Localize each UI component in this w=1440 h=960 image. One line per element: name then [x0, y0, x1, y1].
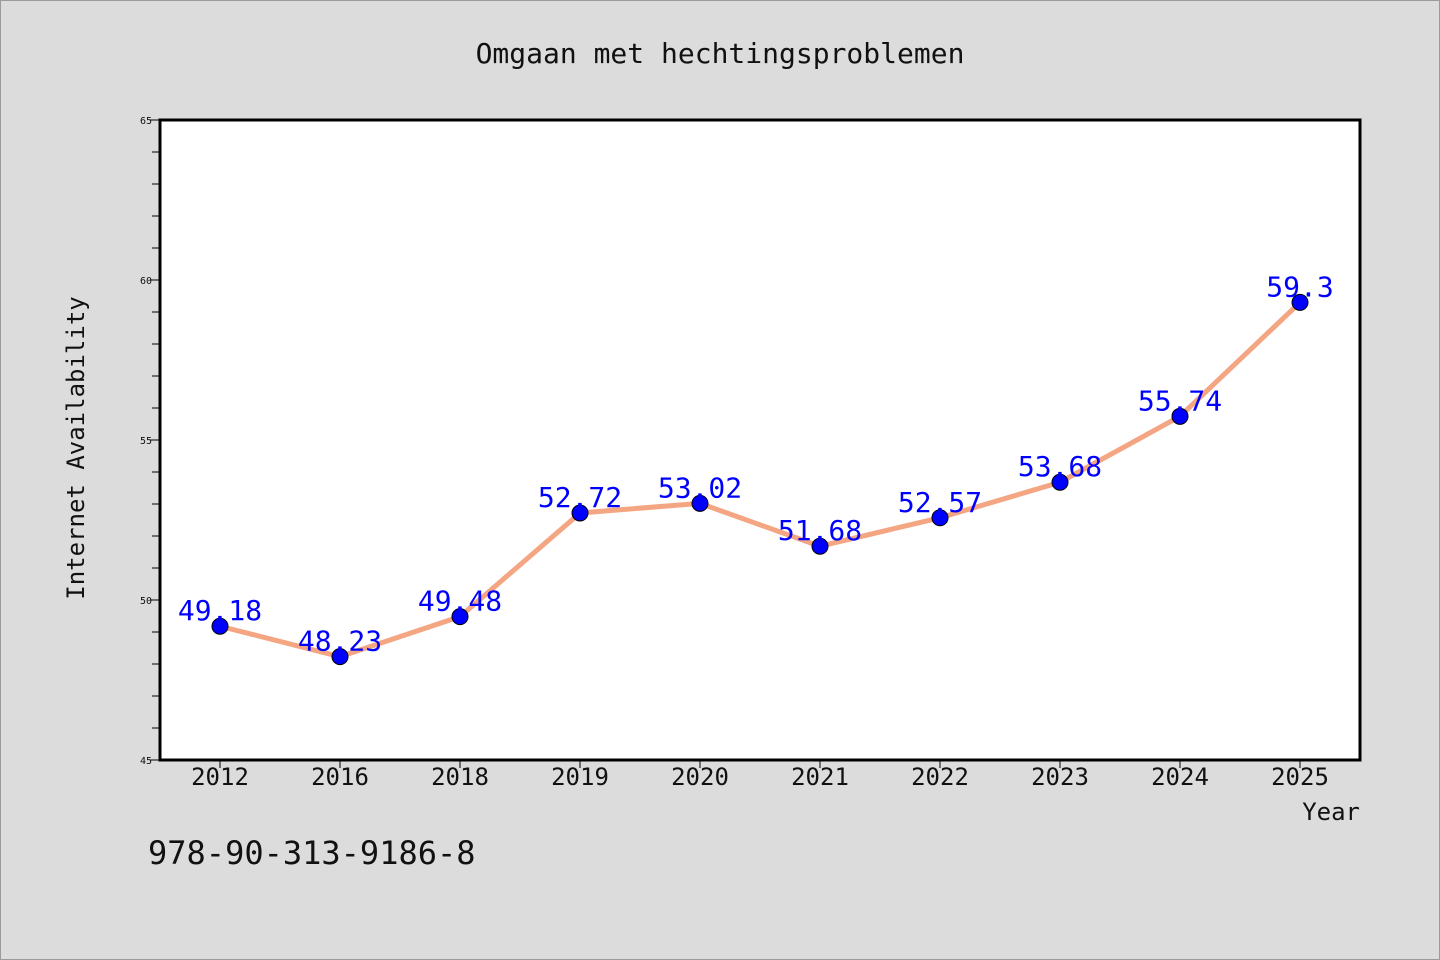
x-tick-label: 2023	[1031, 763, 1089, 791]
data-point	[1051, 473, 1069, 491]
x-axis: 2012 2016 2018 2019 2020 2021 2022 2023 2024 2025	[191, 760, 1329, 791]
data-point	[931, 509, 949, 527]
plot-area	[158, 118, 1362, 762]
data-label: 53.02	[658, 471, 742, 504]
data-point	[331, 648, 349, 666]
data-point	[211, 617, 229, 635]
data-point	[571, 504, 589, 522]
x-tick-label: 2019	[551, 763, 609, 791]
data-label: 48.23	[298, 625, 382, 658]
y-axis: 45 50 55 60 65	[140, 116, 160, 767]
y-tick-label: 45	[140, 756, 152, 767]
x-tick-label: 2018	[431, 763, 489, 791]
x-tick-label: 2021	[791, 763, 849, 791]
x-tick-label: 2025	[1271, 763, 1329, 791]
data-point	[1171, 407, 1189, 425]
y-tick-label: 55	[140, 436, 152, 447]
x-axis-label: Year	[1302, 798, 1360, 826]
isbn-text: 978-90-313-9186-8	[148, 834, 476, 872]
data-point	[691, 494, 709, 512]
data-label: 49.18	[178, 594, 262, 627]
data-label: 53.68	[1018, 450, 1102, 483]
data-label: 55.74	[1138, 384, 1222, 417]
data-labels: 49.18 48.23 49.48 52.72 53.02 51.68 52.57 53.68…	[178, 270, 1334, 657]
y-axis-label: Internet Availability	[62, 296, 90, 599]
x-tick-label: 2016	[311, 763, 369, 791]
data-label: 52.57	[898, 486, 982, 519]
y-tick-label: 50	[140, 596, 152, 607]
data-label: 51.68	[778, 514, 862, 547]
y-tick-label: 65	[140, 116, 152, 127]
y-tick-label: 60	[140, 276, 152, 287]
x-tick-label: 2012	[191, 763, 249, 791]
data-point	[811, 537, 829, 555]
series-line	[217, 299, 1303, 660]
data-label: 59.3	[1266, 270, 1333, 303]
x-tick-label: 2020	[671, 763, 729, 791]
data-label: 52.72	[538, 481, 622, 514]
series-layer	[211, 293, 1309, 666]
data-point	[451, 608, 469, 626]
data-label: 49.48	[418, 585, 502, 618]
data-point	[1291, 293, 1309, 311]
x-tick-label: 2024	[1151, 763, 1209, 791]
chart-title: Omgaan met hechtingsproblemen	[476, 37, 965, 70]
x-tick-label: 2022	[911, 763, 969, 791]
